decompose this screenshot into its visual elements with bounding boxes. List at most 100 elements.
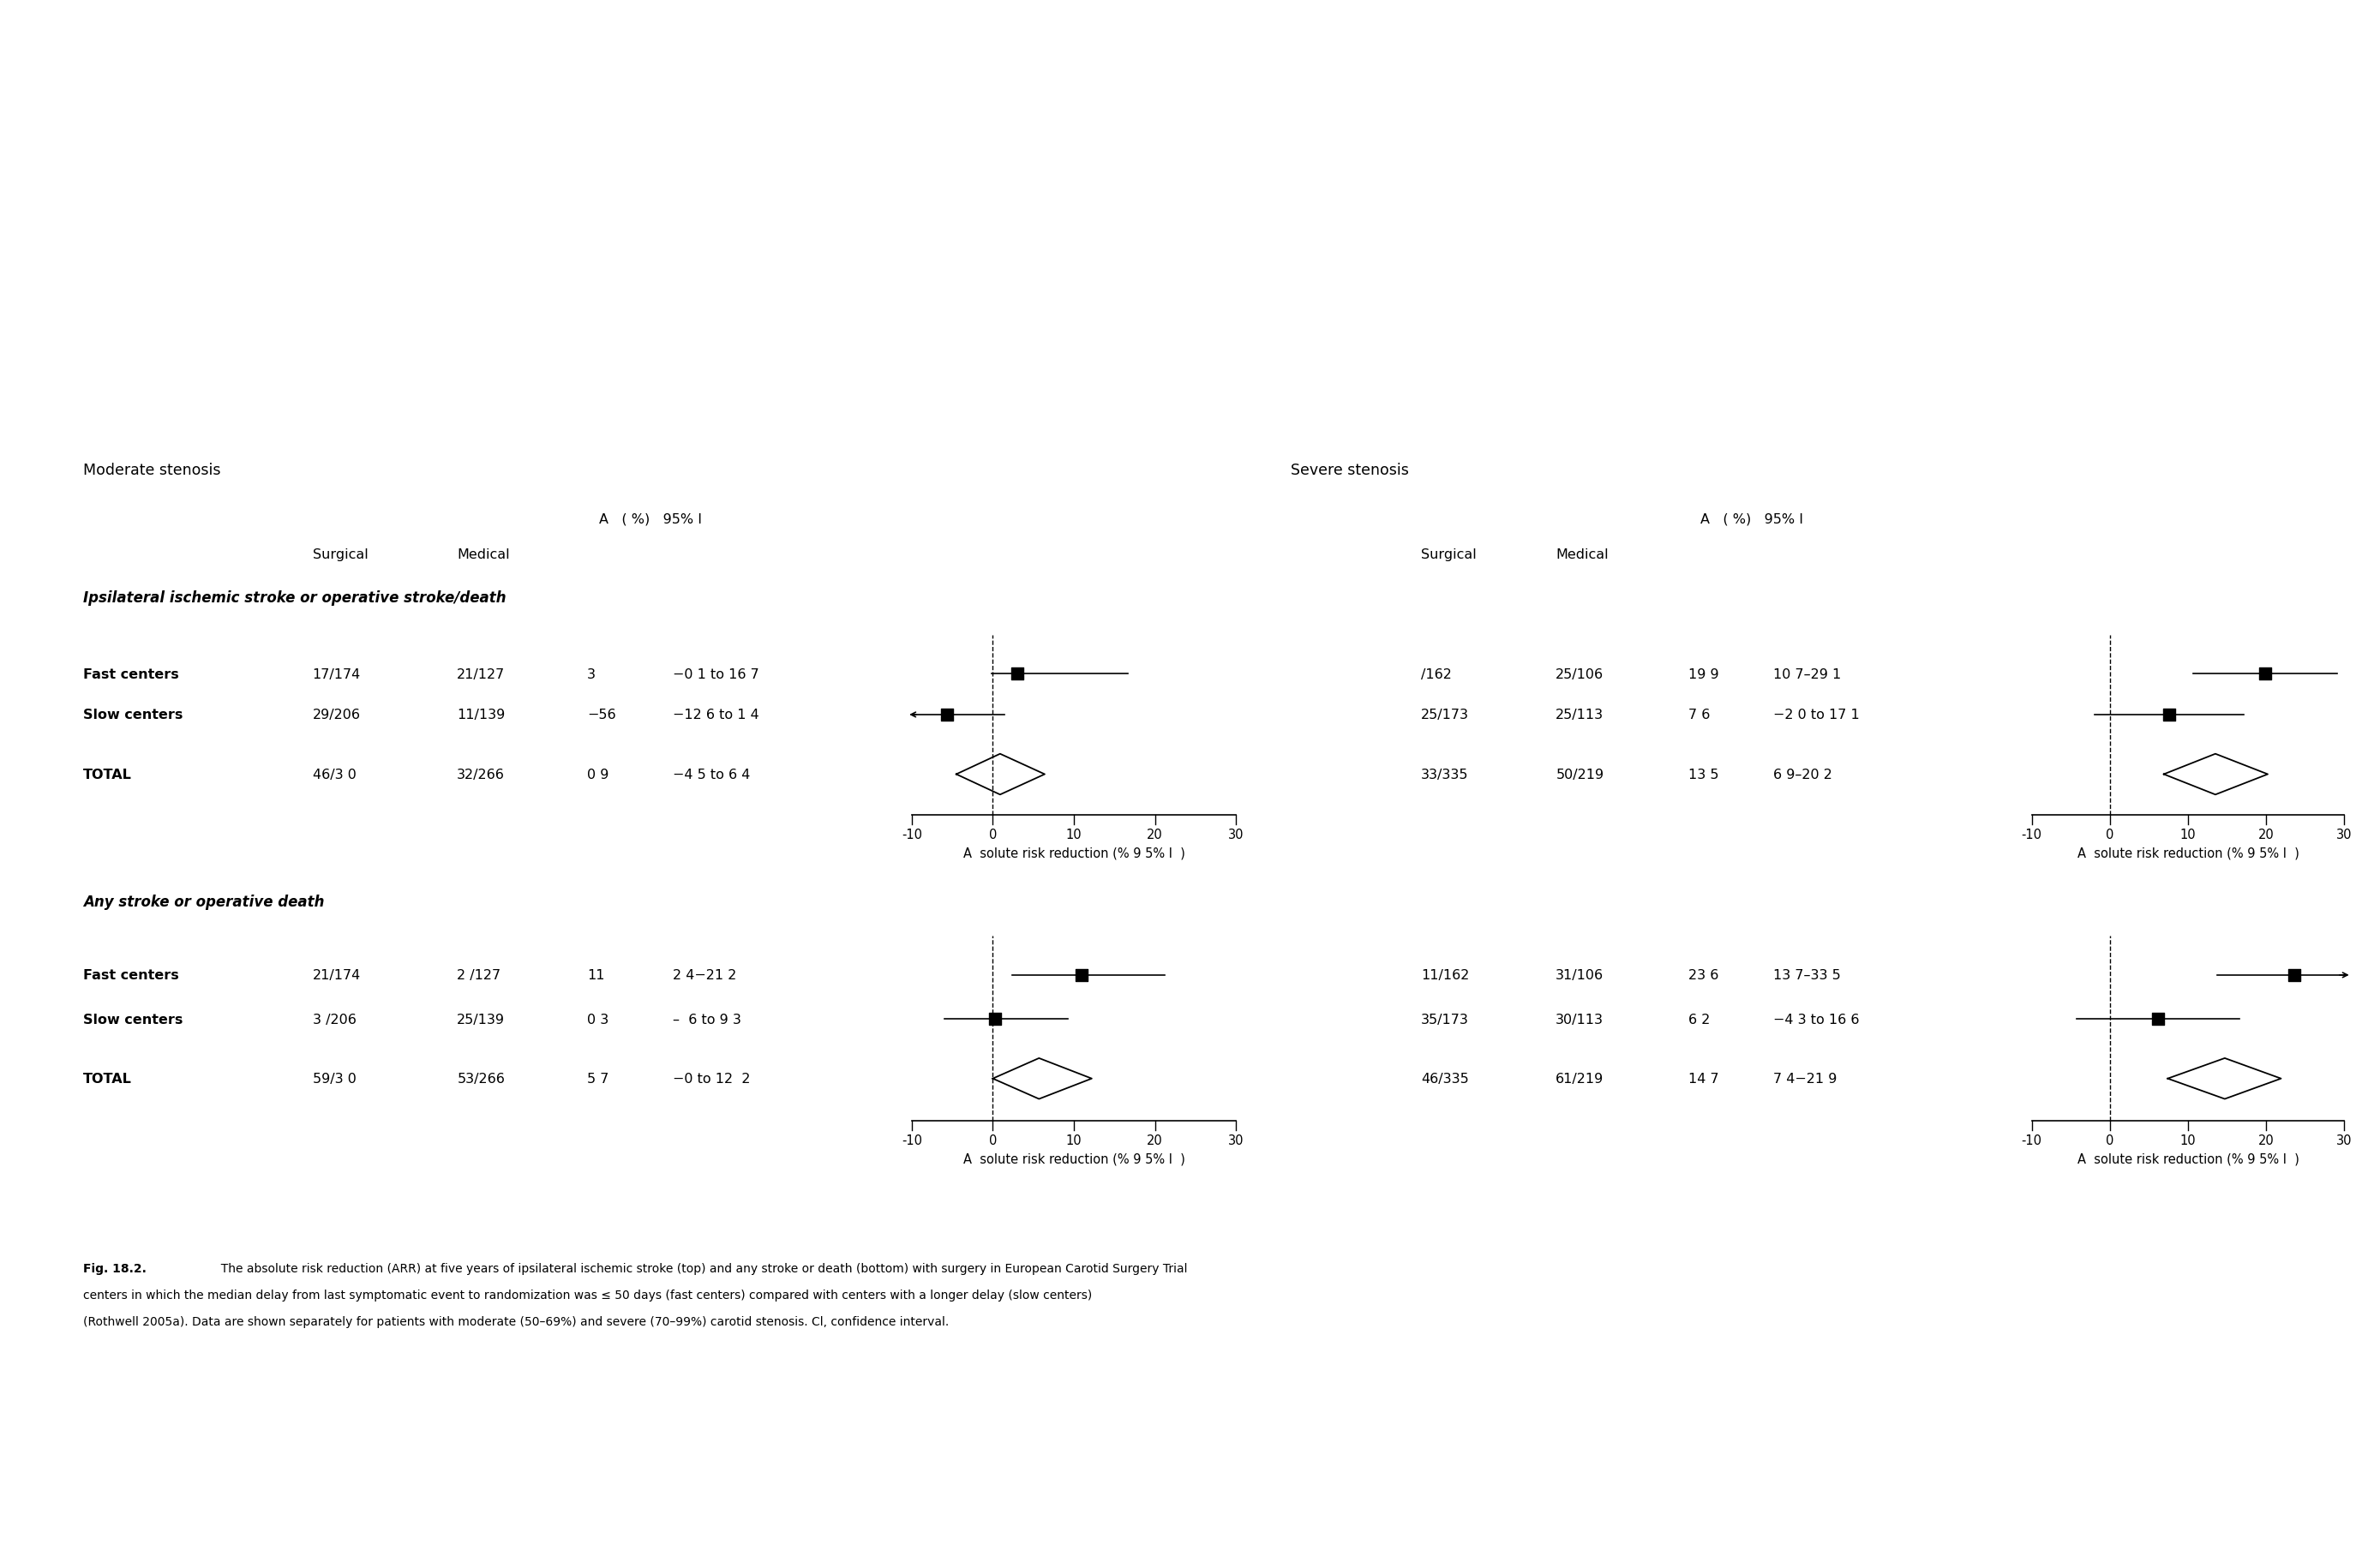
Text: 30: 30: [1229, 828, 1243, 840]
Text: 25/113: 25/113: [1556, 709, 1603, 721]
Text: Surgical: Surgical: [313, 549, 367, 561]
Text: 61/219: 61/219: [1556, 1073, 1603, 1085]
Text: A   ( %)   95% I: A ( %) 95% I: [599, 513, 701, 525]
Text: −2 0 to 17 1: −2 0 to 17 1: [1774, 709, 1859, 721]
Text: 10: 10: [2181, 1134, 2195, 1146]
Text: −0 to 12  2: −0 to 12 2: [673, 1073, 751, 1085]
Text: −56: −56: [587, 709, 616, 721]
Text: 53/266: 53/266: [457, 1073, 504, 1085]
Text: 50/219: 50/219: [1556, 768, 1603, 781]
Text: 19 9: 19 9: [1688, 668, 1719, 681]
Text: 33/335: 33/335: [1421, 768, 1468, 781]
Text: -10: -10: [2022, 1134, 2041, 1146]
Text: 0 9: 0 9: [587, 768, 609, 781]
Text: 11: 11: [587, 969, 604, 982]
Text: 10: 10: [1066, 1134, 1082, 1146]
Text: 32/266: 32/266: [457, 768, 504, 781]
Text: Any stroke or operative death: Any stroke or operative death: [83, 894, 324, 909]
Point: [2150, 702, 2188, 728]
Text: 29/206: 29/206: [313, 709, 360, 721]
Text: 7 6: 7 6: [1688, 709, 1710, 721]
Text: Medical: Medical: [457, 549, 509, 561]
Text: A  solute risk reduction (% 9 5% I  ): A solute risk reduction (% 9 5% I ): [2077, 847, 2299, 859]
Text: Fig. 18.2.: Fig. 18.2.: [83, 1262, 147, 1275]
Text: Slow centers: Slow centers: [83, 709, 182, 721]
Text: 23 6: 23 6: [1688, 969, 1719, 982]
Text: 30: 30: [2337, 828, 2351, 840]
Point: [928, 702, 966, 728]
Text: −12 6 to 1 4: −12 6 to 1 4: [673, 709, 758, 721]
Text: 13 5: 13 5: [1688, 768, 1719, 781]
Text: 6 9–20 2: 6 9–20 2: [1774, 768, 1833, 781]
Text: 0: 0: [2105, 828, 2115, 840]
Text: Fast centers: Fast centers: [83, 969, 178, 982]
Text: 10: 10: [1066, 828, 1082, 840]
Text: 46/335: 46/335: [1421, 1073, 1468, 1085]
Text: 6 2: 6 2: [1688, 1013, 1710, 1025]
Text: A  solute risk reduction (% 9 5% I  ): A solute risk reduction (% 9 5% I ): [964, 1152, 1184, 1165]
Text: Ipsilateral ischemic stroke or operative stroke/death: Ipsilateral ischemic stroke or operative…: [83, 590, 507, 605]
Text: 35/173: 35/173: [1421, 1013, 1468, 1025]
Text: 30/113: 30/113: [1556, 1013, 1603, 1025]
Text: Surgical: Surgical: [1421, 549, 1475, 561]
Text: 3: 3: [587, 668, 597, 681]
Text: -10: -10: [902, 828, 921, 840]
Text: 7 4−21 9: 7 4−21 9: [1774, 1073, 1838, 1085]
Text: 20: 20: [2259, 828, 2273, 840]
Text: 10: 10: [2181, 828, 2195, 840]
Text: Moderate stenosis: Moderate stenosis: [83, 463, 220, 478]
Text: TOTAL: TOTAL: [83, 1073, 133, 1085]
Text: 14 7: 14 7: [1688, 1073, 1719, 1085]
Text: A   ( %)   95% I: A ( %) 95% I: [1700, 513, 1802, 525]
Text: A  solute risk reduction (% 9 5% I  ): A solute risk reduction (% 9 5% I ): [2077, 1152, 2299, 1165]
Text: Fast centers: Fast centers: [83, 668, 178, 681]
Text: 21/174: 21/174: [313, 969, 360, 982]
Text: centers in which the median delay from last symptomatic event to randomization w: centers in which the median delay from l…: [83, 1289, 1092, 1301]
Text: /162: /162: [1421, 668, 1452, 681]
Text: (Rothwell 2005a). Data are shown separately for patients with moderate (50–69%) : (Rothwell 2005a). Data are shown separat…: [83, 1316, 950, 1328]
Text: -10: -10: [2022, 828, 2041, 840]
Text: 20: 20: [2259, 1134, 2273, 1146]
Text: 17/174: 17/174: [313, 668, 360, 681]
Text: 25/106: 25/106: [1556, 668, 1603, 681]
Text: Slow centers: Slow centers: [83, 1013, 182, 1025]
Point: [976, 1007, 1014, 1032]
Point: [2247, 662, 2285, 687]
Text: 2 /127: 2 /127: [457, 969, 502, 982]
Text: 11/139: 11/139: [457, 709, 504, 721]
Text: 11/162: 11/162: [1421, 969, 1468, 982]
Text: 20: 20: [1146, 828, 1163, 840]
Text: 46/3 0: 46/3 0: [313, 768, 355, 781]
Text: Severe stenosis: Severe stenosis: [1291, 463, 1409, 478]
Text: 13 7–33 5: 13 7–33 5: [1774, 969, 1842, 982]
Text: 31/106: 31/106: [1556, 969, 1603, 982]
Text: The absolute risk reduction (ARR) at five years of ipsilateral ischemic stroke (: The absolute risk reduction (ARR) at fiv…: [213, 1262, 1186, 1275]
Text: 0 3: 0 3: [587, 1013, 609, 1025]
Point: [2276, 963, 2314, 988]
Text: 20: 20: [1146, 1134, 1163, 1146]
Text: −4 5 to 6 4: −4 5 to 6 4: [673, 768, 751, 781]
Text: –  6 to 9 3: – 6 to 9 3: [673, 1013, 741, 1025]
Text: TOTAL: TOTAL: [83, 768, 133, 781]
Text: 25/139: 25/139: [457, 1013, 504, 1025]
Text: 0: 0: [2105, 1134, 2115, 1146]
Point: [1063, 963, 1101, 988]
Text: −4 3 to 16 6: −4 3 to 16 6: [1774, 1013, 1859, 1025]
Point: [999, 662, 1037, 687]
Text: Medical: Medical: [1556, 549, 1608, 561]
Text: 30: 30: [2337, 1134, 2351, 1146]
Text: 59/3 0: 59/3 0: [313, 1073, 355, 1085]
Text: −0 1 to 16 7: −0 1 to 16 7: [673, 668, 758, 681]
Text: 2 4−21 2: 2 4−21 2: [673, 969, 736, 982]
Text: 5 7: 5 7: [587, 1073, 609, 1085]
Text: 0: 0: [990, 1134, 997, 1146]
Text: -10: -10: [902, 1134, 921, 1146]
Text: A  solute risk reduction (% 9 5% I  ): A solute risk reduction (% 9 5% I ): [964, 847, 1184, 859]
Text: 21/127: 21/127: [457, 668, 504, 681]
Text: 30: 30: [1229, 1134, 1243, 1146]
Text: 3 /206: 3 /206: [313, 1013, 355, 1025]
Text: 10 7–29 1: 10 7–29 1: [1774, 668, 1842, 681]
Text: 25/173: 25/173: [1421, 709, 1468, 721]
Text: 0: 0: [990, 828, 997, 840]
Point: [2138, 1007, 2176, 1032]
